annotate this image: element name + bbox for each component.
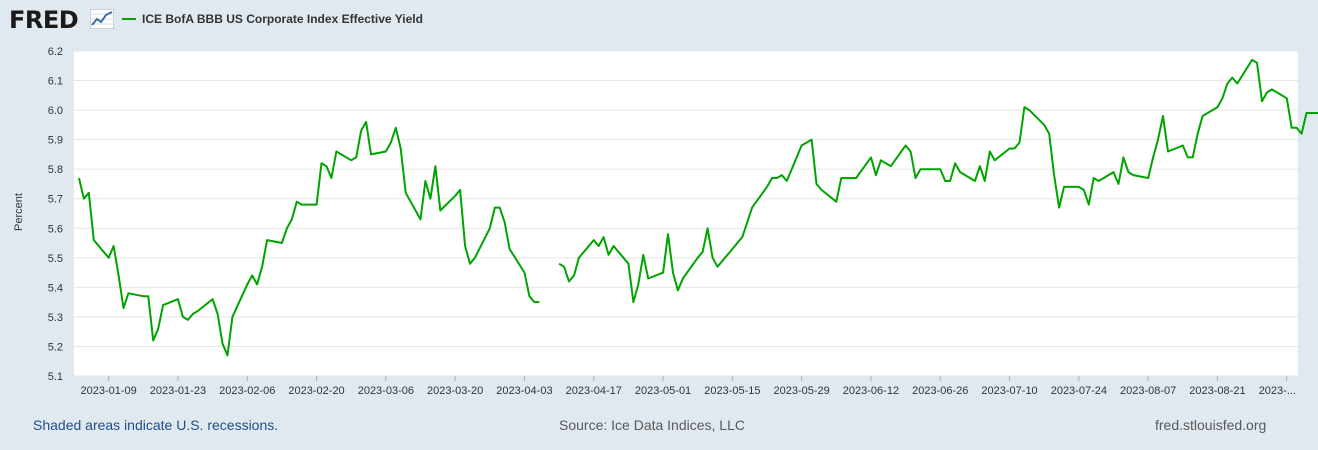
- y-tick-label: 5.3: [48, 312, 63, 324]
- x-tick-label: 2023-05-01: [635, 385, 691, 397]
- x-tick-label: 2023-03-20: [427, 385, 483, 397]
- x-tick-label: 2023-08-07: [1120, 385, 1176, 397]
- x-tick-label: 2023-...: [1259, 385, 1296, 397]
- y-tick-label: 6.0: [48, 105, 63, 117]
- x-tick-label: 2023-07-24: [1051, 385, 1107, 397]
- x-tick-label: 2023-05-15: [704, 385, 760, 397]
- y-tick-label: 6.2: [48, 46, 63, 58]
- x-tick-label: 2023-02-06: [219, 385, 275, 397]
- x-tick-label: 2023-06-26: [912, 385, 968, 397]
- line-chart[interactable]: 5.1 5.2 5.3 5.4 5.5 5.6 5.7 5.8 5.9 6.0 6.1 6.2 202…: [0, 40, 1318, 412]
- series-lines: [78, 58, 1318, 357]
- x-tick-label: 2023-01-23: [150, 385, 206, 397]
- x-tick-label: 2023-07-10: [981, 385, 1037, 397]
- y-tick-label: 5.5: [48, 253, 63, 265]
- site-url[interactable]: fred.stlouisfed.org: [1155, 417, 1267, 433]
- plot-area: [74, 51, 1298, 376]
- x-tick-label: 2023-03-06: [358, 385, 414, 397]
- series-line-segment[interactable]: [78, 120, 540, 357]
- chart-header: FRED ICE BofA BBB US Corporate Index Eff…: [0, 0, 1318, 40]
- y-tick-label: 5.9: [48, 135, 63, 147]
- legend-label: ICE BofA BBB US Corporate Index Effectiv…: [142, 12, 423, 26]
- grid-lines: [74, 50, 1298, 377]
- y-tick-label: 5.6: [48, 223, 63, 235]
- y-tick-label: 6.1: [48, 76, 63, 88]
- x-tick-label: 2023-08-21: [1189, 385, 1245, 397]
- x-tick-label: 2023-01-09: [81, 385, 137, 397]
- recession-note-link[interactable]: Shaded areas indicate U.S. recessions.: [33, 417, 279, 433]
- line-chart-icon: [90, 9, 114, 29]
- fred-logo[interactable]: FRED: [9, 6, 79, 34]
- legend-swatch: [122, 18, 136, 20]
- x-tick-label: 2023-05-29: [774, 385, 830, 397]
- x-tick-label: 2023-04-17: [566, 385, 622, 397]
- y-tick-label: 5.1: [48, 371, 63, 383]
- y-tick-label: 5.2: [48, 341, 63, 353]
- y-axis-ticks: 5.1 5.2 5.3 5.4 5.5 5.6 5.7 5.8 5.9 6.0 6.1 6.2: [48, 46, 63, 383]
- x-tick-label: 2023-02-20: [288, 385, 344, 397]
- x-tick-label: 2023-06-12: [843, 385, 899, 397]
- source-credit: Source: Ice Data Indices, LLC: [559, 417, 745, 433]
- y-tick-label: 5.8: [48, 164, 63, 176]
- x-tick-label: 2023-04-03: [496, 385, 552, 397]
- x-axis-ticks: 2023-01-09 2023-01-23 2023-02-06 2023-02-20…: [81, 376, 1296, 397]
- y-axis-title: Percent: [13, 193, 25, 231]
- y-tick-label: 5.7: [48, 194, 63, 206]
- y-tick-label: 5.4: [48, 282, 63, 294]
- series-line-segment[interactable]: [558, 58, 1318, 304]
